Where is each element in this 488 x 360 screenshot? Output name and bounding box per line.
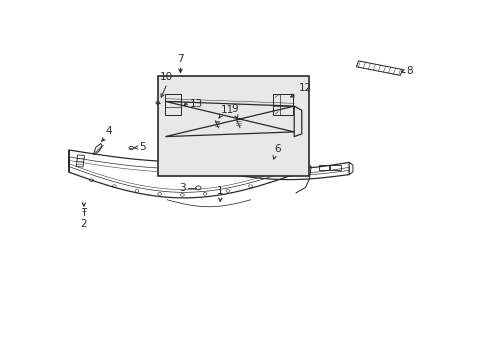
Bar — [76, 155, 84, 167]
Text: 13: 13 — [189, 99, 203, 109]
Text: 8: 8 — [405, 66, 412, 76]
Bar — [273, 94, 292, 115]
Text: 2: 2 — [81, 219, 87, 229]
Text: 5: 5 — [139, 142, 145, 152]
Bar — [329, 165, 340, 170]
Bar — [260, 165, 269, 170]
Text: 1: 1 — [217, 186, 223, 195]
Text: 9: 9 — [231, 104, 238, 114]
Text: 4: 4 — [105, 126, 112, 136]
Text: 12: 12 — [298, 83, 311, 93]
Bar — [318, 165, 329, 170]
Bar — [165, 94, 181, 115]
Text: 7: 7 — [177, 54, 183, 64]
Bar — [246, 165, 256, 170]
Bar — [233, 165, 243, 170]
Bar — [158, 76, 309, 176]
Text: 10: 10 — [159, 72, 172, 82]
Text: 3: 3 — [179, 183, 186, 193]
Text: 6: 6 — [273, 144, 280, 154]
Text: 11: 11 — [221, 105, 234, 115]
